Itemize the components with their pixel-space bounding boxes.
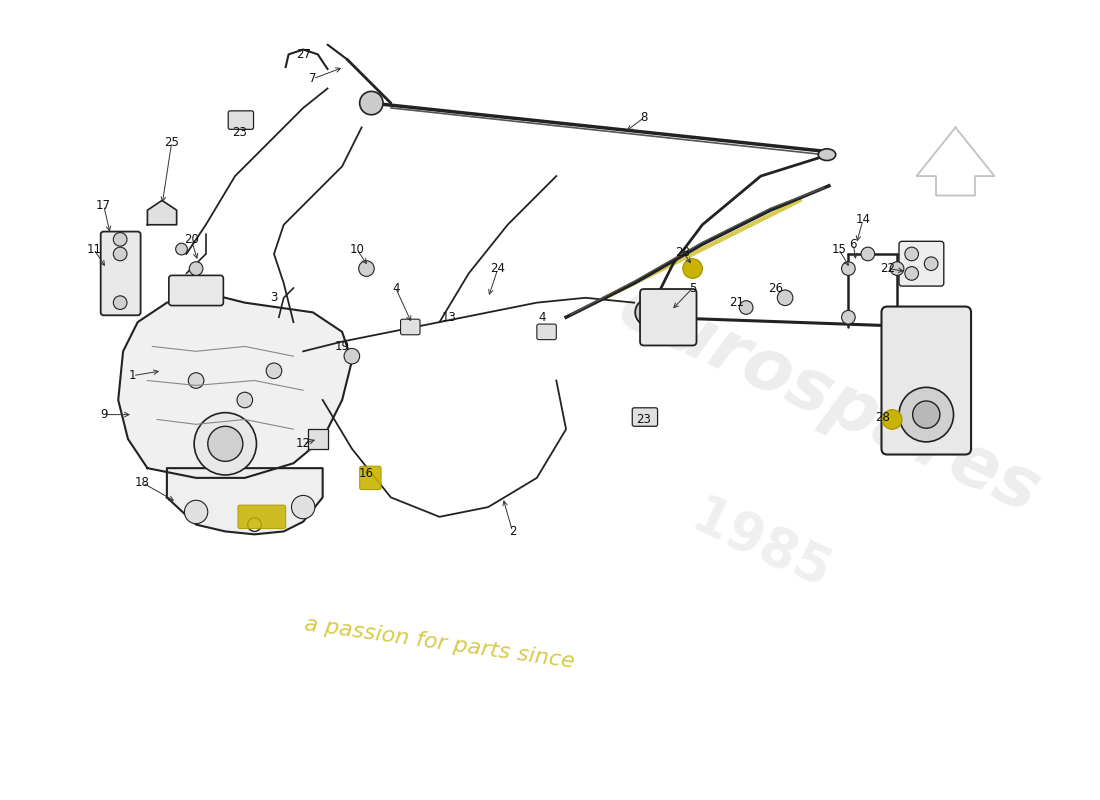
Text: 15: 15 bbox=[832, 242, 846, 255]
Circle shape bbox=[208, 426, 243, 462]
Text: 13: 13 bbox=[442, 310, 456, 324]
Circle shape bbox=[924, 257, 938, 270]
Text: 17: 17 bbox=[96, 198, 111, 212]
Circle shape bbox=[359, 261, 374, 276]
Text: a passion for parts since: a passion for parts since bbox=[304, 614, 576, 672]
Text: 16: 16 bbox=[359, 466, 374, 479]
Circle shape bbox=[344, 349, 360, 364]
Text: 9: 9 bbox=[100, 408, 108, 421]
Circle shape bbox=[296, 500, 310, 514]
Circle shape bbox=[248, 518, 262, 531]
Text: 20: 20 bbox=[184, 233, 199, 246]
Circle shape bbox=[292, 495, 315, 518]
Circle shape bbox=[778, 290, 793, 306]
Circle shape bbox=[360, 91, 383, 114]
FancyBboxPatch shape bbox=[228, 111, 253, 130]
Text: 23: 23 bbox=[637, 413, 651, 426]
FancyBboxPatch shape bbox=[640, 289, 696, 346]
Polygon shape bbox=[118, 293, 352, 478]
Text: 1: 1 bbox=[129, 369, 136, 382]
Polygon shape bbox=[308, 430, 328, 449]
Circle shape bbox=[739, 301, 754, 314]
Circle shape bbox=[905, 266, 918, 280]
Text: 8: 8 bbox=[640, 111, 648, 124]
Text: 7: 7 bbox=[309, 72, 317, 86]
FancyBboxPatch shape bbox=[360, 466, 381, 490]
Text: 4: 4 bbox=[392, 282, 399, 294]
Text: 1985: 1985 bbox=[683, 491, 838, 601]
FancyBboxPatch shape bbox=[101, 231, 141, 315]
Circle shape bbox=[683, 259, 703, 278]
Circle shape bbox=[266, 363, 282, 378]
FancyBboxPatch shape bbox=[899, 242, 944, 286]
Circle shape bbox=[882, 410, 902, 430]
Text: 11: 11 bbox=[87, 242, 101, 255]
Text: 3: 3 bbox=[271, 291, 277, 304]
Circle shape bbox=[189, 505, 202, 518]
Text: 24: 24 bbox=[491, 262, 505, 275]
Circle shape bbox=[899, 387, 954, 442]
FancyBboxPatch shape bbox=[400, 319, 420, 334]
Circle shape bbox=[842, 262, 855, 275]
FancyBboxPatch shape bbox=[537, 324, 557, 340]
Text: 27: 27 bbox=[296, 48, 310, 61]
Circle shape bbox=[113, 296, 127, 310]
Text: 14: 14 bbox=[856, 214, 870, 226]
Circle shape bbox=[905, 247, 918, 261]
Text: 4: 4 bbox=[538, 310, 546, 324]
Circle shape bbox=[185, 500, 208, 524]
Circle shape bbox=[113, 233, 127, 246]
FancyBboxPatch shape bbox=[632, 408, 658, 426]
Circle shape bbox=[913, 401, 939, 428]
Text: 26: 26 bbox=[768, 282, 783, 294]
FancyBboxPatch shape bbox=[168, 275, 223, 306]
Text: 28: 28 bbox=[874, 411, 890, 424]
Circle shape bbox=[861, 247, 875, 261]
Polygon shape bbox=[147, 201, 177, 225]
Text: eurospares: eurospares bbox=[607, 272, 1050, 528]
Circle shape bbox=[188, 373, 204, 388]
Circle shape bbox=[635, 298, 662, 326]
Text: 10: 10 bbox=[350, 242, 364, 255]
Circle shape bbox=[236, 392, 253, 408]
Text: 2: 2 bbox=[509, 525, 516, 538]
Ellipse shape bbox=[818, 149, 836, 161]
Circle shape bbox=[176, 243, 187, 255]
Text: 28: 28 bbox=[675, 246, 691, 258]
Text: 23: 23 bbox=[232, 126, 248, 138]
Circle shape bbox=[113, 247, 127, 261]
Text: 22: 22 bbox=[880, 262, 894, 275]
Text: 19: 19 bbox=[334, 340, 350, 353]
Text: 25: 25 bbox=[164, 135, 179, 149]
FancyBboxPatch shape bbox=[881, 306, 971, 454]
Text: 21: 21 bbox=[729, 296, 744, 309]
Circle shape bbox=[890, 262, 904, 275]
Text: 6: 6 bbox=[849, 238, 857, 250]
Polygon shape bbox=[167, 468, 322, 534]
Circle shape bbox=[189, 262, 202, 275]
Text: 18: 18 bbox=[135, 476, 150, 490]
Text: 12: 12 bbox=[296, 438, 310, 450]
FancyBboxPatch shape bbox=[238, 505, 286, 529]
Text: 5: 5 bbox=[689, 282, 696, 294]
Circle shape bbox=[842, 310, 855, 324]
Circle shape bbox=[195, 413, 256, 475]
